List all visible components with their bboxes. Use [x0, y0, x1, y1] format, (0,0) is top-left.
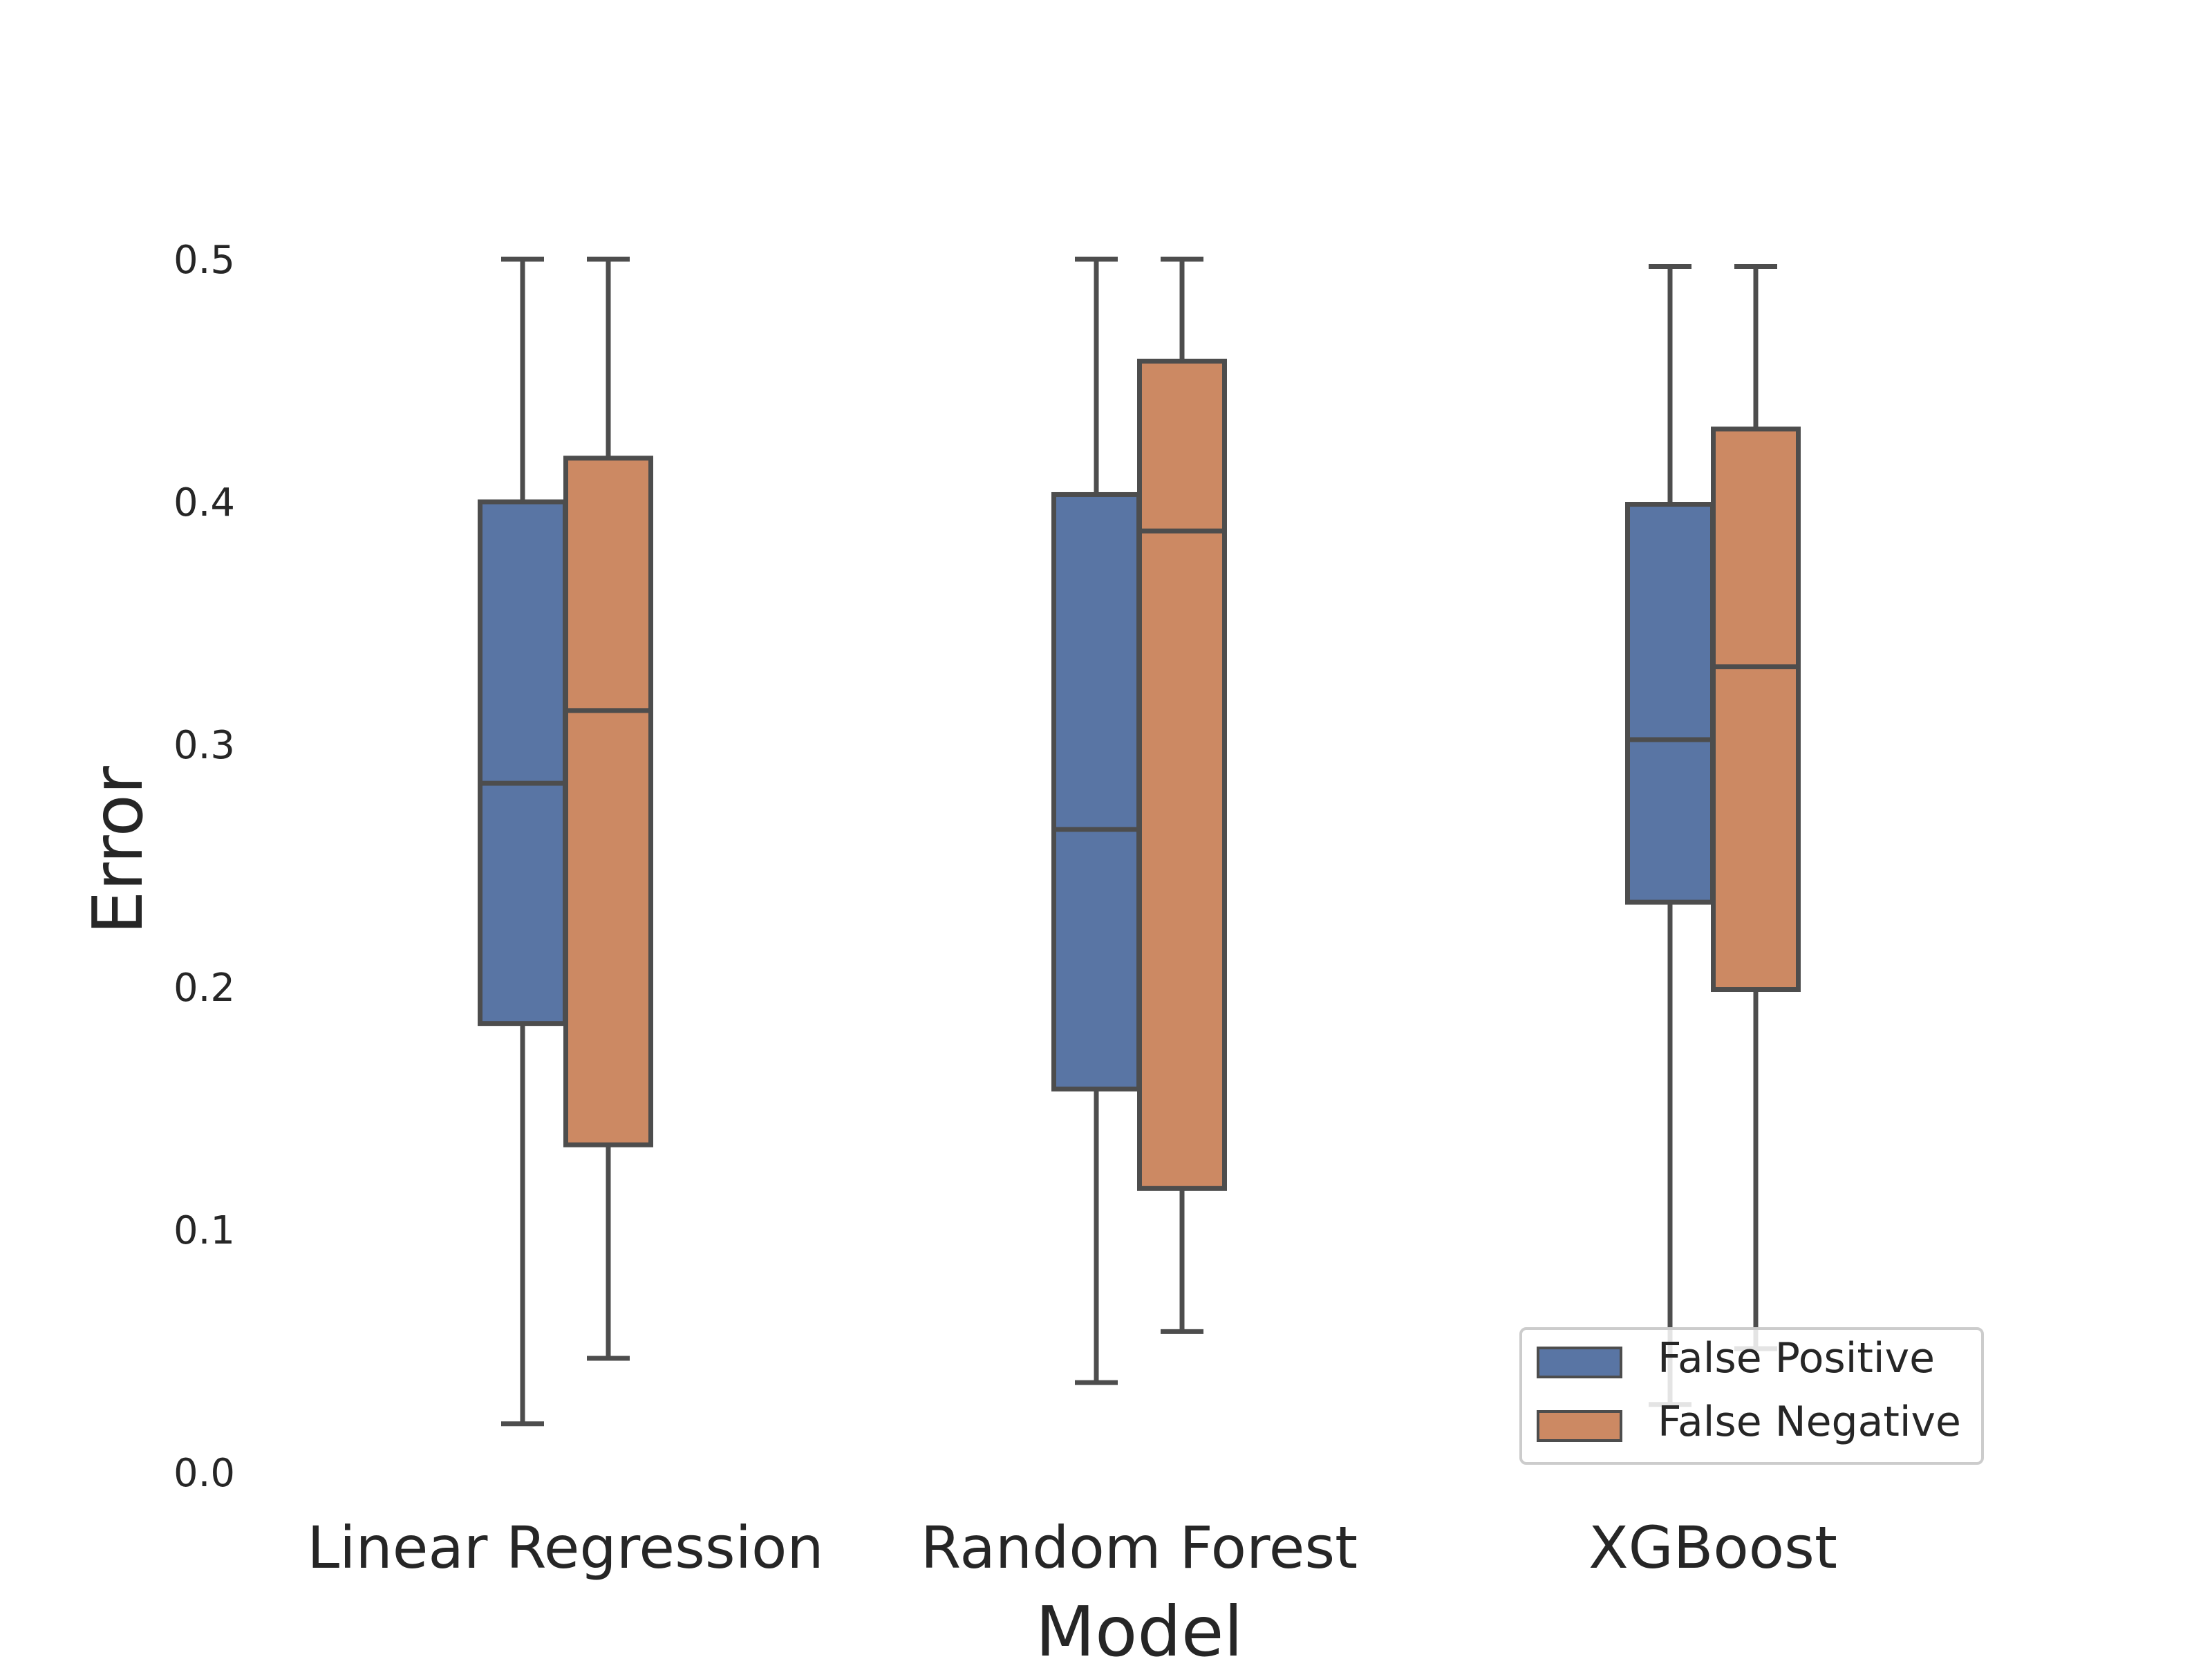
y-tick-label: 0.2: [174, 966, 235, 1011]
x-axis-categories: Linear Regression Random Forest XGBoost: [307, 1514, 1837, 1582]
iqr-box: [1051, 491, 1141, 1091]
x-category-label: Linear Regression: [307, 1514, 823, 1582]
y-tick-label: 0.1: [174, 1208, 235, 1253]
iqr-box: [478, 499, 568, 1027]
x-axis-title: Model: [1035, 1591, 1243, 1659]
box-plot-area: [478, 256, 1801, 1427]
y-tick-label: 0.3: [174, 723, 235, 768]
y-tick-label: 0.0: [174, 1451, 235, 1496]
iqr-box: [1711, 427, 1801, 993]
iqr-box: [1137, 358, 1227, 1191]
legend-swatch: [1537, 1347, 1622, 1378]
y-tick-label: 0.5: [174, 238, 235, 283]
legend: False Positive False Negative: [1519, 1327, 1984, 1465]
legend-label: False Negative: [1658, 1398, 1961, 1446]
y-axis-ticks: 0.0 0.1 0.2 0.3 0.4 0.5: [174, 238, 235, 1496]
legend-label: False Positive: [1658, 1334, 1935, 1382]
box-false-negative-2: [1711, 264, 1801, 1351]
legend-swatch: [1537, 1410, 1622, 1442]
x-category-label: XGBoost: [1588, 1514, 1837, 1582]
box-false-negative-1: [1137, 256, 1227, 1334]
iqr-box: [1625, 502, 1715, 905]
box-false-positive-0: [478, 256, 568, 1427]
box-false-positive-2: [1625, 264, 1715, 1407]
x-category-label: Random Forest: [921, 1514, 1358, 1582]
box-false-positive-1: [1051, 256, 1141, 1385]
legend-frame: [1519, 1327, 1984, 1465]
box-false-negative-0: [563, 256, 653, 1361]
y-axis-title: Error: [77, 765, 158, 935]
y-tick-label: 0.4: [174, 480, 235, 525]
iqr-box: [563, 456, 653, 1147]
